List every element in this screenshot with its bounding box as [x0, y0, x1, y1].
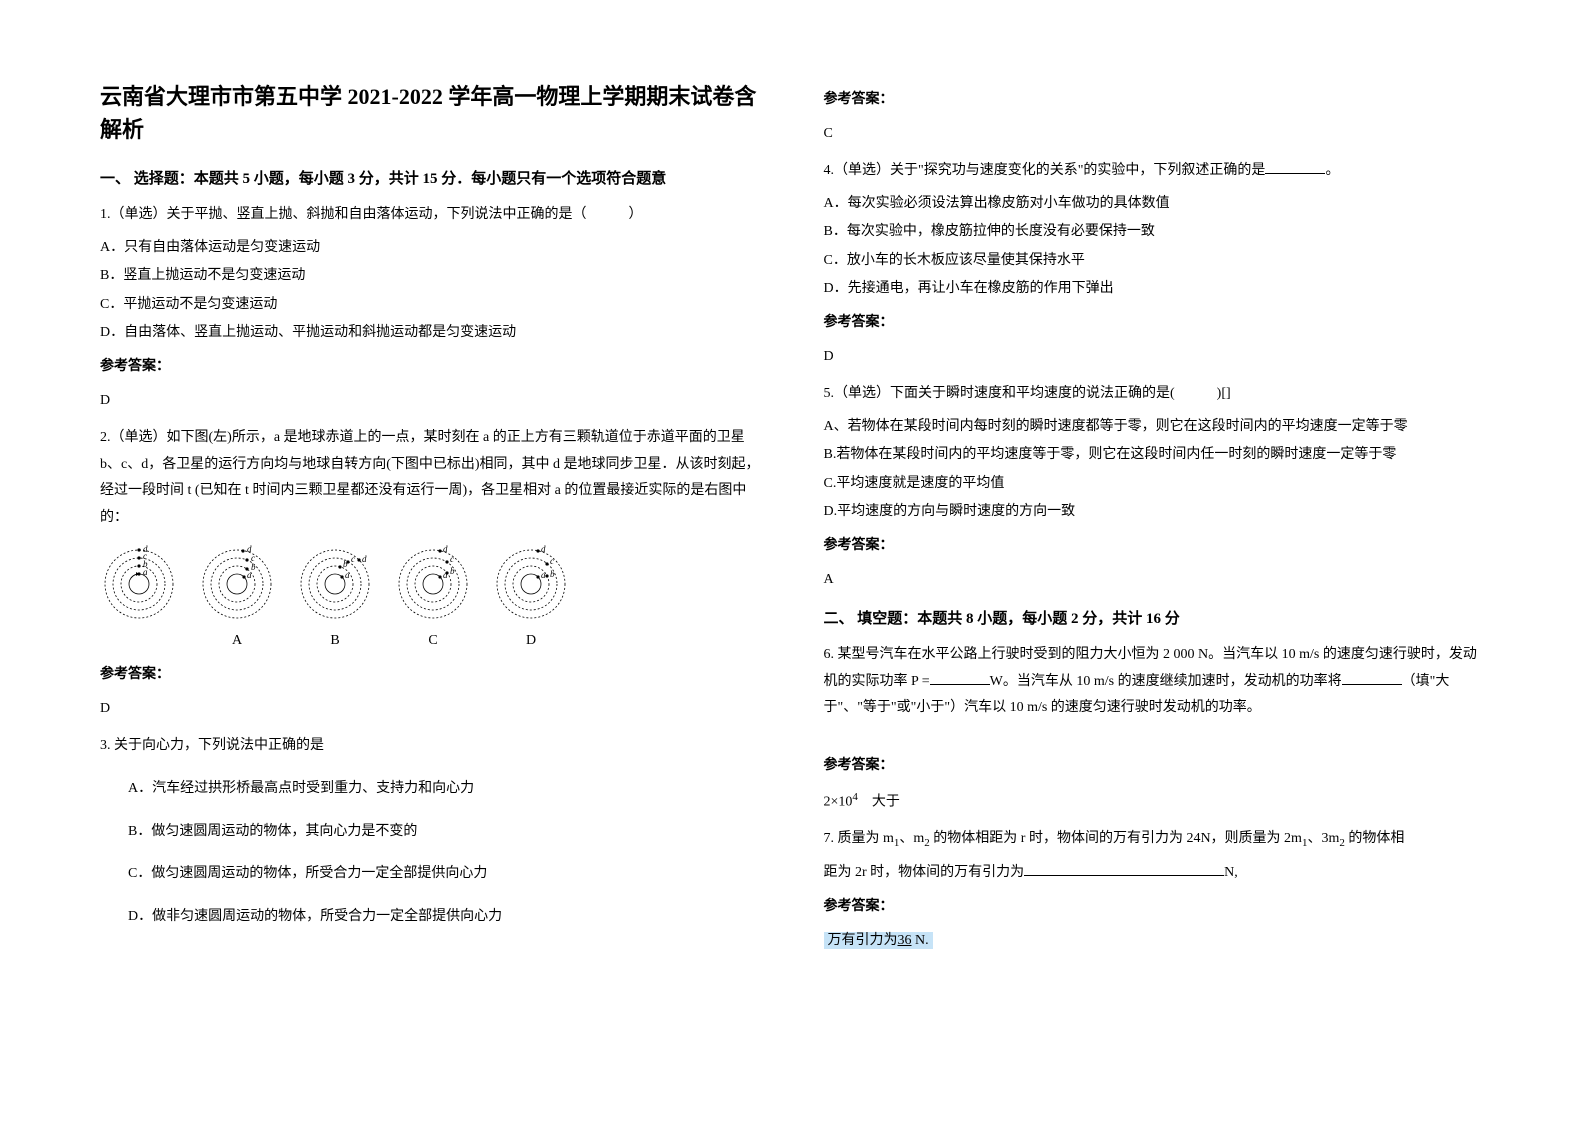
svg-text:b: b	[343, 559, 348, 569]
q4-stem: 4.（单选）关于"探究功与速度变化的关系"的实验中，下列叙述正确的是 。	[824, 158, 1488, 185]
q2-label-d: D	[492, 627, 570, 655]
q7-p1a: 7. 质量为 m	[824, 831, 894, 846]
svg-text:b: b	[450, 566, 455, 576]
q7-p1d: 、3m	[1307, 831, 1339, 846]
q6-blank-2	[1342, 670, 1402, 685]
right-column: 参考答案： C 4.（单选）关于"探究功与速度变化的关系"的实验中，下列叙述正确…	[824, 80, 1488, 965]
q6-body: 6. 某型号汽车在水平公路上行驶时受到的阻力大小恒为 2 000 N。当汽车以 …	[824, 642, 1488, 722]
svg-text:b: b	[550, 569, 555, 579]
q2-diagram-d: a b c d D	[492, 545, 570, 655]
q7-answer-highlight: 万有引力为36 N.	[824, 932, 933, 949]
exam-page: 云南省大理市市第五中学 2021-2022 学年高一物理上学期期末试卷含解析 一…	[0, 0, 1587, 1005]
q1-opt-b: B．竖直上抛运动不是匀变速运动	[100, 263, 764, 290]
q7-line2: 距为 2r 时，物体间的万有引力为 N,	[824, 860, 1488, 887]
section-2-heading: 二、 填空题：本题共 8 小题，每小题 2 分，共计 16 分	[824, 604, 1488, 634]
svg-text:d: d	[443, 545, 448, 554]
q3-answer: C	[824, 120, 1488, 148]
q6-answer: 2×104 大于	[824, 786, 1488, 817]
q7-unit: N,	[1224, 865, 1238, 880]
q7-ans-c: N.	[915, 933, 929, 948]
q5-opt-c: C.平均速度就是速度的平均值	[824, 471, 1488, 498]
q2-label-a: A	[198, 627, 276, 655]
q4-opt-c: C．放小车的长木板应该尽量使其保持水平	[824, 248, 1488, 275]
svg-text:c: c	[251, 553, 255, 563]
svg-text:c: c	[450, 554, 454, 564]
q2-stem: 2.（单选）如下图(左)所示，a 是地球赤道上的一点，某时刻在 a 的正上方有三…	[100, 425, 764, 531]
q3-opt-d: D．做非匀速圆周运动的物体，所受合力一定全部提供向心力	[100, 904, 764, 931]
q4-opt-d: D．先接通电，再让小车在橡皮筋的作用下弹出	[824, 276, 1488, 303]
q7-ans-b: 36	[898, 933, 912, 948]
q2-label-b: B	[296, 627, 374, 655]
q2-diagram-row: a b c d	[100, 545, 764, 655]
svg-text:d: d	[143, 545, 148, 554]
q6-ans-a: 2×10	[824, 794, 853, 809]
q1-opt-c: C．平抛运动不是匀变速运动	[100, 292, 764, 319]
svg-text:d: d	[541, 545, 546, 554]
q2-diagram-a: a b c d A	[198, 545, 276, 655]
q3-opt-c: C．做匀速圆周运动的物体，所受合力一定全部提供向心力	[100, 861, 764, 888]
q1-opt-d: D．自由落体、竖直上抛运动、平抛运动和斜抛运动都是匀变速运动	[100, 320, 764, 347]
q1-opt-a: A．只有自由落体运动是匀变速运动	[100, 235, 764, 262]
q6-blank-1	[930, 670, 990, 685]
svg-text:d: d	[247, 545, 252, 554]
q5-opt-b: B.若物体在某段时间内的平均速度等于零，则它在这段时间内任一时刻的瞬时速度一定等…	[824, 442, 1488, 469]
q7-answer: 万有引力为36 N.	[824, 927, 1488, 955]
svg-text:d: d	[362, 554, 367, 564]
q2-label-c: C	[394, 627, 472, 655]
q7-p1e: 的物体相	[1345, 831, 1405, 846]
q3-opt-b: B．做匀速圆周运动的物体，其向心力是不变的	[100, 819, 764, 846]
q7-blank	[1024, 861, 1224, 876]
q4-stem-a: 4.（单选）关于"探究功与速度变化的关系"的实验中，下列叙述正确的是	[824, 163, 1266, 178]
q4-answer-label: 参考答案：	[824, 309, 1488, 337]
q6-ans-b: 大于	[858, 794, 900, 809]
svg-text:a: a	[541, 570, 546, 580]
exam-title: 云南省大理市市第五中学 2021-2022 学年高一物理上学期期末试卷含解析	[100, 80, 764, 146]
q7-line1: 7. 质量为 m1、m2 的物体相距为 r 时，物体间的万有引力为 24N，则质…	[824, 826, 1488, 854]
q2-diagram-b: a b c d B	[296, 545, 374, 655]
q4-opt-b: B．每次实验中，橡皮筋拉伸的长度没有必要保持一致	[824, 219, 1488, 246]
q2-answer: D	[100, 695, 764, 723]
svg-text:a: a	[345, 570, 350, 580]
left-column: 云南省大理市市第五中学 2021-2022 学年高一物理上学期期末试卷含解析 一…	[100, 80, 764, 965]
q4-opt-a: A．每次实验必须设法算出橡皮筋对小车做功的具体数值	[824, 191, 1488, 218]
q4-answer: D	[824, 343, 1488, 371]
svg-text:b: b	[251, 562, 256, 572]
q4-blank	[1265, 159, 1325, 174]
q5-opt-a: A、若物体在某段时间内每时刻的瞬时速度都等于零，则它在这段时间内的平均速度一定等…	[824, 414, 1488, 441]
q3-opt-a: A．汽车经过拱形桥最高点时受到重力、支持力和向心力	[100, 776, 764, 803]
q5-answer: A	[824, 566, 1488, 594]
q5-opt-d: D.平均速度的方向与瞬时速度的方向一致	[824, 499, 1488, 526]
q2-diagram-initial: a b c d	[100, 545, 178, 655]
q7-p1c: 的物体相距为 r 时，物体间的万有引力为 24N，则质量为 2m	[930, 831, 1302, 846]
q2-diagram-c: a b c d C	[394, 545, 472, 655]
q5-answer-label: 参考答案：	[824, 532, 1488, 560]
q7-p2a: 距为 2r 时，物体间的万有引力为	[824, 865, 1025, 880]
q1-answer: D	[100, 387, 764, 415]
q6-answer-label: 参考答案：	[824, 752, 1488, 780]
svg-text:c: c	[550, 556, 554, 566]
q1-stem: 1.（单选）关于平抛、竖直上抛、斜抛和自由落体运动，下列说法中正确的是（ ）	[100, 202, 764, 229]
q2-answer-label: 参考答案：	[100, 661, 764, 689]
svg-text:a: a	[443, 570, 448, 580]
q7-answer-label: 参考答案：	[824, 893, 1488, 921]
q7-p1b: 、m	[899, 831, 924, 846]
svg-text:c: c	[351, 554, 355, 564]
q6-unit1: W。当汽车从 10 m/s 的速度继续加速时，发动机的功率将	[990, 674, 1342, 689]
section-1-heading: 一、 选择题：本题共 5 小题，每小题 3 分，共计 15 分．每小题只有一个选…	[100, 164, 764, 194]
q3-stem: 3. 关于向心力，下列说法中正确的是	[100, 733, 764, 760]
q1-answer-label: 参考答案：	[100, 353, 764, 381]
q7-ans-a: 万有引力为	[828, 933, 898, 948]
q5-stem: 5.（单选）下面关于瞬时速度和平均速度的说法正确的是( )[]	[824, 381, 1488, 408]
q4-stem-b: 。	[1325, 163, 1339, 178]
q3-answer-label: 参考答案：	[824, 86, 1488, 114]
